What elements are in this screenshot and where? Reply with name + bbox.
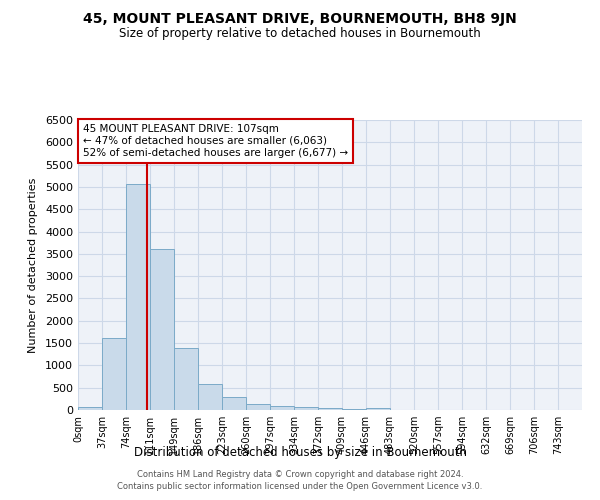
Text: 45, MOUNT PLEASANT DRIVE, BOURNEMOUTH, BH8 9JN: 45, MOUNT PLEASANT DRIVE, BOURNEMOUTH, B… bbox=[83, 12, 517, 26]
Text: Size of property relative to detached houses in Bournemouth: Size of property relative to detached ho… bbox=[119, 28, 481, 40]
Bar bbox=[294, 406, 318, 410]
Bar bbox=[126, 184, 150, 410]
Bar bbox=[150, 250, 174, 410]
Text: Contains HM Land Registry data © Crown copyright and database right 2024.: Contains HM Land Registry data © Crown c… bbox=[137, 470, 463, 479]
Bar bbox=[246, 404, 270, 410]
Bar bbox=[366, 408, 390, 410]
Y-axis label: Number of detached properties: Number of detached properties bbox=[28, 178, 38, 352]
Text: Contains public sector information licensed under the Open Government Licence v3: Contains public sector information licen… bbox=[118, 482, 482, 491]
Bar bbox=[270, 406, 294, 410]
Bar bbox=[102, 338, 126, 410]
Bar bbox=[198, 384, 222, 410]
Bar bbox=[342, 408, 366, 410]
Text: Distribution of detached houses by size in Bournemouth: Distribution of detached houses by size … bbox=[133, 446, 467, 459]
Bar bbox=[78, 406, 102, 410]
Bar bbox=[318, 408, 342, 410]
Bar bbox=[174, 348, 198, 410]
Text: 45 MOUNT PLEASANT DRIVE: 107sqm
← 47% of detached houses are smaller (6,063)
52%: 45 MOUNT PLEASANT DRIVE: 107sqm ← 47% of… bbox=[83, 124, 348, 158]
Bar bbox=[222, 397, 246, 410]
